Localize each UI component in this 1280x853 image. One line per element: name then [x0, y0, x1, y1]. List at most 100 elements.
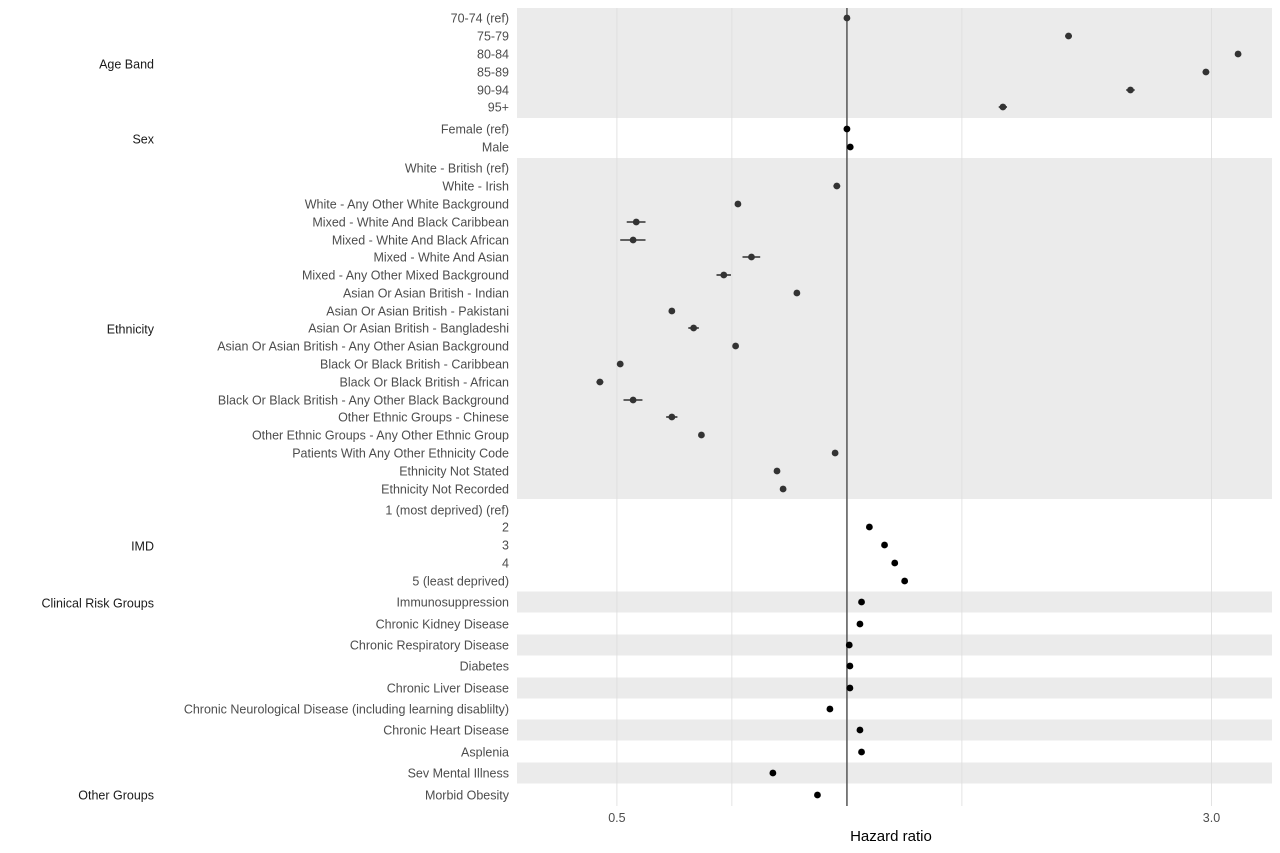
row-label: Morbid Obesity	[425, 789, 510, 803]
hr-point	[720, 271, 728, 279]
row-bands	[517, 8, 1272, 784]
row-label: Patients With Any Other Ethnicity Code	[292, 447, 509, 461]
row-band	[517, 762, 1272, 784]
hr-point	[748, 253, 755, 261]
hr-point	[856, 726, 864, 734]
row-label: 4	[502, 557, 509, 571]
row-label: Chronic Heart Disease	[383, 724, 509, 738]
group-band	[517, 158, 1272, 499]
row-label: Asplenia	[461, 746, 509, 760]
hr-point	[865, 523, 873, 531]
row-label: Black Or Black British - African	[340, 376, 510, 390]
row-label: 5 (least deprived)	[412, 575, 509, 589]
hr-point	[856, 620, 864, 628]
hr-point	[769, 769, 777, 777]
group-label: Clinical Risk Groups	[41, 597, 154, 611]
row-band	[517, 719, 1272, 741]
hr-point	[616, 360, 624, 368]
row-label: Black Or Black British - Any Other Black…	[218, 394, 509, 408]
row-label: White - Any Other White Background	[305, 198, 509, 212]
row-label: Asian Or Asian British - Any Other Asian…	[217, 340, 509, 354]
group-band	[517, 8, 1272, 118]
group-labels: Age Band Sex Ethnicity IMD Clinical Risk Gro…	[41, 58, 154, 803]
row-label: 70-74 (ref)	[451, 12, 509, 26]
row-label: Chronic Respiratory Disease	[350, 639, 509, 653]
hr-point	[596, 378, 604, 386]
group-label: Age Band	[99, 58, 154, 72]
x-tick-label: 0.5	[608, 811, 625, 825]
row-label: 1 (most deprived) (ref)	[385, 504, 509, 518]
hr-point	[814, 791, 821, 799]
hr-point	[668, 413, 676, 421]
hr-point	[779, 485, 787, 493]
hr-point	[891, 559, 899, 567]
hr-point	[734, 200, 742, 208]
hr-point	[793, 289, 801, 297]
row-label: 2	[502, 521, 509, 535]
group-label: Sex	[132, 133, 154, 147]
estimate-points	[596, 14, 1242, 799]
row-label: Asian Or Asian British - Pakistani	[326, 305, 509, 319]
hr-point	[846, 684, 854, 692]
row-label: Immunosuppression	[396, 596, 509, 610]
hr-point	[690, 324, 698, 332]
x-axis-title: Hazard ratio	[850, 828, 932, 845]
hr-point	[732, 342, 740, 350]
row-label: Male	[482, 141, 509, 155]
row-label: 3	[502, 539, 509, 553]
row-label: Asian Or Asian British - Bangladeshi	[308, 322, 509, 336]
row-label: 90-94	[477, 84, 509, 98]
x-axis-ticks: 0.5 3.0	[608, 811, 1220, 825]
hr-point	[999, 103, 1007, 111]
hr-point	[826, 705, 834, 713]
hr-point	[1127, 86, 1134, 94]
row-label: Chronic Liver Disease	[387, 682, 509, 696]
row-label: Other Ethnic Groups - Any Other Ethnic G…	[252, 429, 509, 443]
group-label: Other Groups	[78, 789, 154, 803]
hr-point	[629, 236, 637, 244]
hr-point	[632, 218, 640, 226]
row-label: Ethnicity Not Stated	[399, 465, 509, 479]
hr-point	[629, 396, 637, 404]
hr-point	[881, 541, 888, 549]
hr-point	[858, 598, 865, 606]
row-label: Chronic Kidney Disease	[376, 618, 509, 632]
row-label: Chronic Neurological Disease (including …	[184, 703, 509, 717]
row-label: Sev Mental Illness	[408, 767, 509, 781]
group-label: Ethnicity	[107, 323, 155, 337]
row-label: Diabetes	[460, 660, 509, 674]
hr-point	[845, 641, 853, 649]
hr-point	[668, 307, 676, 315]
row-label: Asian Or Asian British - Indian	[343, 287, 509, 301]
row-label: 85-89	[477, 66, 509, 80]
row-label: Mixed - White And Black Caribbean	[312, 216, 509, 230]
hr-point	[773, 467, 781, 475]
hr-point	[901, 577, 909, 585]
row-label: Mixed - White And Black African	[332, 234, 509, 248]
hr-point	[846, 662, 854, 670]
row-label: Other Ethnic Groups - Chinese	[338, 411, 509, 425]
hr-point	[698, 431, 705, 439]
group-label: IMD	[131, 540, 154, 554]
row-label: 75-79	[477, 30, 509, 44]
hr-point	[858, 748, 865, 756]
hr-point	[1234, 50, 1242, 58]
hr-point	[833, 182, 841, 190]
hr-point	[831, 449, 839, 457]
hr-point	[846, 143, 854, 151]
row-labels: 70-74 (ref) 75-79 80-84 85-89 90-94 95+ Female…	[184, 12, 510, 803]
hr-point	[1202, 68, 1210, 76]
hr-point	[843, 14, 851, 22]
x-tick-label: 3.0	[1203, 811, 1220, 825]
row-label: Mixed - White And Asian	[374, 251, 510, 265]
row-band	[517, 634, 1272, 656]
row-label: 95+	[488, 101, 509, 115]
hr-point	[1065, 32, 1072, 40]
row-label: Female (ref)	[441, 123, 509, 137]
row-band	[517, 677, 1272, 699]
hr-point	[843, 125, 851, 133]
row-label: Mixed - Any Other Mixed Background	[302, 269, 509, 283]
row-band	[517, 591, 1272, 613]
row-label: White - Irish	[442, 180, 509, 194]
